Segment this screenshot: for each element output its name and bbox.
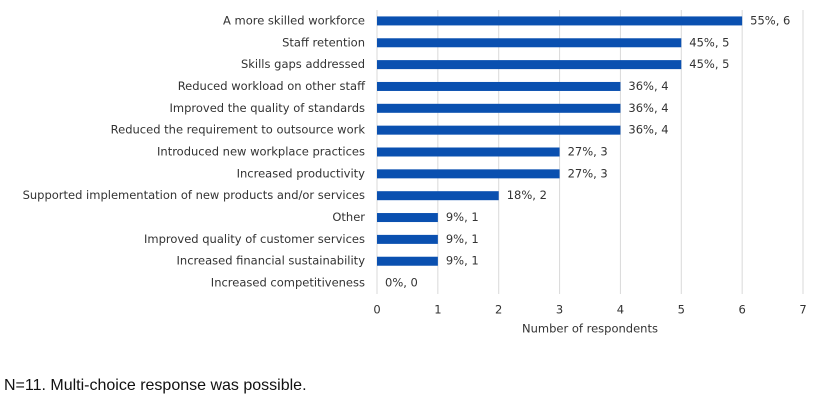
y-tick-label: Other <box>332 210 365 224</box>
value-label: 9%, 1 <box>446 232 479 246</box>
x-tick-label: 3 <box>556 303 563 317</box>
x-tick-label: 7 <box>799 303 806 317</box>
value-label: 0%, 0 <box>385 276 418 290</box>
y-tick-label: Increased competitiveness <box>211 276 365 290</box>
y-tick-label: Supported implementation of new products… <box>23 188 365 202</box>
value-label: 9%, 1 <box>446 254 479 268</box>
y-tick-label: Introduced new workplace practices <box>157 145 365 159</box>
bar <box>377 191 499 201</box>
y-tick-label: A more skilled workforce <box>223 13 365 27</box>
bar <box>377 81 621 91</box>
bar <box>377 125 621 135</box>
y-tick-label: Staff retention <box>282 35 365 49</box>
value-label: 36%, 4 <box>628 79 668 93</box>
value-label: 45%, 5 <box>689 35 729 49</box>
y-tick-label: Reduced workload on other staff <box>178 79 366 93</box>
y-tick-label: Skills gaps addressed <box>241 57 365 71</box>
bar <box>377 234 438 244</box>
x-tick-label: 6 <box>738 303 745 317</box>
y-tick-label: Increased financial sustainability <box>177 254 366 268</box>
value-label: 9%, 1 <box>446 210 479 224</box>
bar <box>377 38 682 48</box>
y-tick-label: Improved quality of customer services <box>144 232 365 246</box>
value-label: 45%, 5 <box>689 57 729 71</box>
x-tick-label: 2 <box>495 303 502 317</box>
bar <box>377 147 560 157</box>
value-label: 18%, 2 <box>507 188 547 202</box>
bar <box>377 169 560 179</box>
x-tick-label: 4 <box>617 303 624 317</box>
x-tick-label: 1 <box>434 303 441 317</box>
bar <box>377 103 621 113</box>
value-label: 36%, 4 <box>628 101 668 115</box>
x-axis-label: Number of respondents <box>522 322 658 336</box>
y-tick-label: Increased productivity <box>237 166 366 180</box>
value-label: 27%, 3 <box>568 166 608 180</box>
y-tick-label: Reduced the requirement to outsource wor… <box>111 123 366 137</box>
footnote: N=11. Multi-choice response was possible… <box>4 377 307 394</box>
bar <box>377 16 743 26</box>
value-label: 36%, 4 <box>628 123 668 137</box>
bar <box>377 213 438 223</box>
x-tick-label: 5 <box>678 303 685 317</box>
value-label: 27%, 3 <box>568 145 608 159</box>
value-label: 55%, 6 <box>750 13 790 27</box>
bar <box>377 256 438 266</box>
x-tick-label: 0 <box>373 303 380 317</box>
bar <box>377 60 682 70</box>
y-tick-label: Improved the quality of standards <box>169 101 365 115</box>
